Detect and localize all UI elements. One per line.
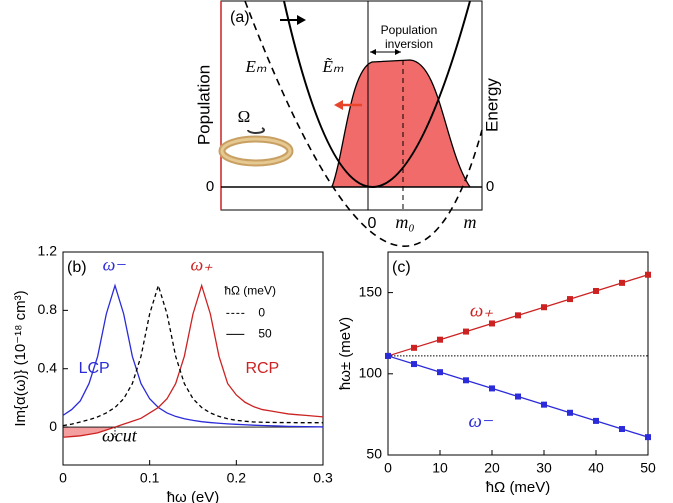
rotation-arrow xyxy=(247,127,265,134)
y-axis-label: ħω± (meV) xyxy=(337,317,354,390)
x-axis-label: ħω (eV) xyxy=(167,489,220,503)
marker xyxy=(541,401,547,408)
x-tick-label: 0.2 xyxy=(227,470,247,486)
marker xyxy=(411,344,417,351)
annotation: ω− xyxy=(103,255,128,275)
marker xyxy=(567,409,573,416)
y-axis-label: Im{α(ω)} (10⁻¹⁸ cm³) xyxy=(12,290,29,426)
legend-title: ħΩ (meV) xyxy=(224,284,276,298)
y-tick-label: 100 xyxy=(359,365,383,381)
marker xyxy=(619,279,625,286)
curve-label: Eₘ xyxy=(245,57,267,76)
marker xyxy=(463,328,469,335)
arrow-head xyxy=(334,100,343,110)
panel-label: (b) xyxy=(67,259,87,276)
arrow-head xyxy=(297,15,306,25)
marker xyxy=(645,271,651,278)
inversion-label: inversion xyxy=(385,37,433,51)
series-label: RCP xyxy=(245,360,279,377)
marker xyxy=(437,369,443,376)
shifted-energy-curve xyxy=(244,0,483,247)
x-label: 0 xyxy=(368,215,377,232)
marker xyxy=(567,296,573,303)
marker xyxy=(489,320,495,327)
panel-label: (c) xyxy=(392,259,411,276)
annotation: ω₊ xyxy=(191,255,214,275)
series-line xyxy=(62,283,324,438)
series-label: LCP xyxy=(79,360,110,377)
marker xyxy=(619,426,625,433)
panel-label: (a) xyxy=(230,9,250,26)
x-tick-label: 30 xyxy=(536,460,552,476)
y-tick-label: 50 xyxy=(366,446,382,462)
marker xyxy=(463,377,469,384)
marker xyxy=(515,393,521,400)
x-tick-label: 0.3 xyxy=(313,470,333,486)
gain-area xyxy=(63,427,115,438)
marker xyxy=(489,385,495,392)
plot-frame xyxy=(62,251,324,466)
y-tick-label: 0.8 xyxy=(38,301,58,317)
series-line xyxy=(62,283,324,428)
right-axis-label: Energy xyxy=(482,78,501,132)
panel-a: (a) Population Energy 0 0 Eₘ Ẽₘ Ω Popula… xyxy=(194,0,501,247)
marker xyxy=(515,312,521,319)
marker xyxy=(593,417,599,424)
inversion-label: Population xyxy=(381,23,438,37)
x-tick-label: 20 xyxy=(484,460,500,476)
left-axis-label: Population xyxy=(194,65,213,145)
x-tick-label: 0 xyxy=(384,460,392,476)
x-tick-label: 50 xyxy=(640,460,656,476)
population xyxy=(332,60,470,187)
population-edge xyxy=(331,59,471,188)
marker xyxy=(437,336,443,343)
x-label: m xyxy=(464,212,477,232)
x-tick-label: 10 xyxy=(432,460,448,476)
y-tick-label: 1.2 xyxy=(38,243,58,259)
marker xyxy=(645,434,651,441)
x-tick-label: 0 xyxy=(59,470,67,486)
marker xyxy=(411,361,417,368)
y-tick-label: 150 xyxy=(359,283,383,299)
legend-label: 0 xyxy=(258,306,265,320)
series-label: ω− xyxy=(468,411,494,432)
marker xyxy=(593,287,599,294)
series-label: ω₊ xyxy=(470,300,493,321)
legend-label: 50 xyxy=(258,327,272,341)
annotation: ωcut xyxy=(102,425,138,445)
rotation-label: Ω xyxy=(238,107,251,126)
curve-label: Ẽₘ xyxy=(322,57,344,76)
marker xyxy=(541,304,547,311)
x-axis-label: ħΩ (meV) xyxy=(486,479,551,496)
series-line xyxy=(62,283,323,427)
y-tick-label: 0 xyxy=(49,418,57,434)
right-zero: 0 xyxy=(486,178,494,195)
x-label: m₀ xyxy=(395,212,414,232)
ring-highlight xyxy=(220,137,292,165)
left-zero: 0 xyxy=(206,178,214,195)
x-tick-label: 40 xyxy=(588,460,604,476)
x-tick-label: 0.1 xyxy=(140,470,160,486)
energy-curve xyxy=(283,0,471,188)
marker xyxy=(385,352,391,359)
y-tick-label: 0.4 xyxy=(38,359,58,375)
